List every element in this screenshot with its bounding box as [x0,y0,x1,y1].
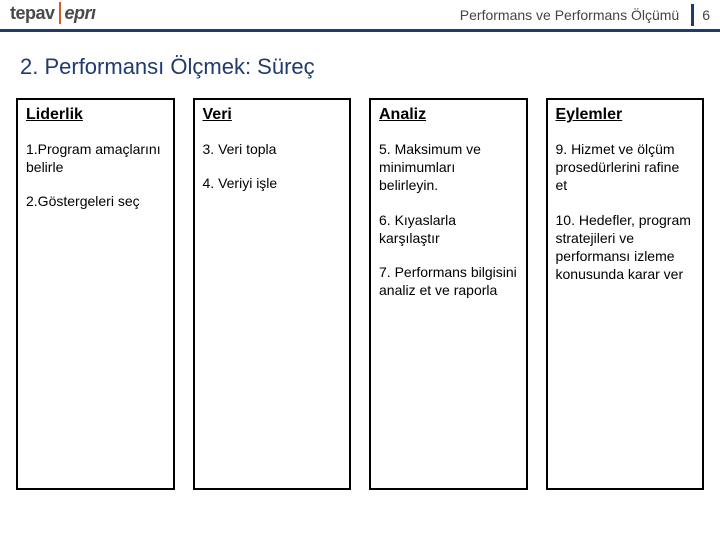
column-liderlik: Liderlik 1.Program amaçlarını belirle 2.… [16,98,175,490]
slide-title: 2. Performansı Ölçmek: Süreç [20,54,706,80]
process-columns: Liderlik 1.Program amaçlarını belirle 2.… [14,98,706,490]
logo-tepav: tepav [10,3,55,24]
column-item: 4. Veriyi işle [203,174,342,192]
header-divider [691,4,694,26]
logo-separator [59,2,61,24]
column-header: Veri [203,106,342,124]
logo: tepav eprı [10,2,96,24]
logo-epri: eprı [65,3,96,24]
column-item: 1.Program amaçlarını belirle [26,140,165,176]
column-item: 5. Maksimum ve minimumları belirleyin. [379,140,518,195]
column-analiz: Analiz 5. Maksimum ve minimumları belirl… [369,98,528,490]
column-veri: Veri 3. Veri topla 4. Veriyi işle [193,98,352,490]
page-number: 6 [702,7,710,23]
column-item: 6. Kıyaslarla karşılaştır [379,211,518,247]
column-item: 3. Veri topla [203,140,342,158]
column-item: 9. Hizmet ve ölçüm prosedürlerini rafine… [556,140,695,195]
column-eylemler: Eylemler 9. Hizmet ve ölçüm prosedürleri… [546,98,705,490]
column-item: 7. Performans bilgisini analiz et ve rap… [379,263,518,299]
column-item: 10. Hedefler, program stratejileri ve pe… [556,211,695,284]
column-header: Analiz [379,106,518,124]
header-title: Performans ve Performans Ölçümü [460,7,679,23]
column-header: Liderlik [26,106,165,124]
column-item: 2.Göstergeleri seç [26,192,165,210]
slide-header: tepav eprı Performans ve Performans Ölçü… [0,0,720,32]
column-header: Eylemler [556,106,695,124]
slide-content: 2. Performansı Ölçmek: Süreç Liderlik 1.… [0,32,720,500]
